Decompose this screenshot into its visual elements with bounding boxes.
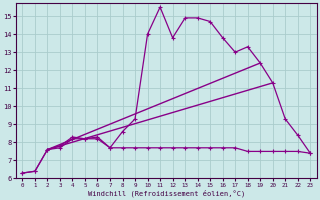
X-axis label: Windchill (Refroidissement éolien,°C): Windchill (Refroidissement éolien,°C) — [88, 189, 245, 197]
